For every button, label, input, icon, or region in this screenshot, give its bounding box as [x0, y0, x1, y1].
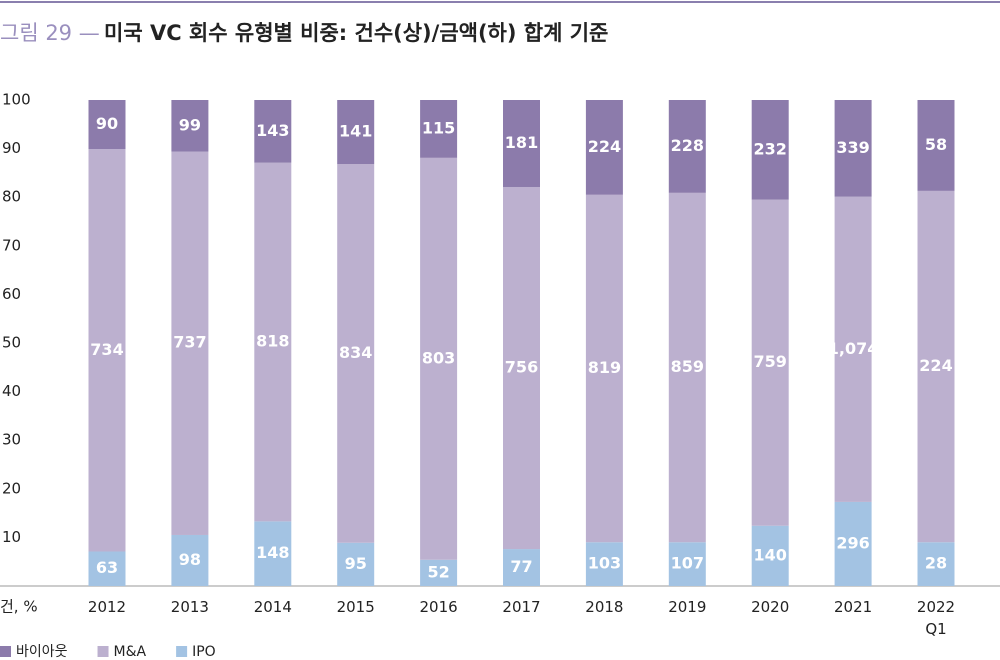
y-tick-label: 50 — [2, 334, 21, 352]
data-label: 1,074 — [828, 339, 879, 358]
legend: 바이아웃 M&A IPO — [0, 644, 216, 660]
data-label: 148 — [256, 543, 289, 562]
bar-segment — [254, 162, 292, 522]
bar-segment — [834, 501, 872, 586]
data-label: 98 — [179, 550, 201, 569]
data-label: 141 — [339, 122, 372, 141]
data-label: 77 — [510, 557, 532, 576]
bar-segment — [171, 100, 209, 152]
x-tick-label: 2014 — [253, 598, 292, 616]
legend-label: IPO — [192, 644, 216, 660]
data-label: 95 — [345, 554, 367, 573]
data-label: 181 — [505, 133, 538, 152]
data-label: 803 — [422, 348, 455, 367]
y-tick-label: 80 — [2, 188, 21, 206]
legend-swatch — [176, 646, 188, 657]
bar-segment — [668, 192, 706, 543]
data-label: 58 — [925, 135, 947, 154]
bar-segment — [420, 559, 458, 586]
bar-segment — [171, 534, 209, 586]
bar-segment — [834, 100, 872, 197]
figure-label: 그림 29 — — [0, 21, 100, 45]
bar-segment — [337, 164, 375, 543]
y-tick-label: 90 — [2, 139, 21, 157]
x-tick-label: 2015 — [336, 598, 375, 616]
bar-segment — [503, 549, 540, 586]
bar-segment — [751, 100, 789, 200]
data-label: 99 — [179, 115, 201, 134]
data-label: 296 — [836, 533, 869, 552]
y-axis-label: 건, % — [0, 598, 38, 616]
x-tick-label: 2013 — [170, 598, 209, 616]
data-label: 52 — [427, 562, 449, 581]
data-label: 63 — [96, 558, 118, 577]
bar-segment — [420, 157, 458, 560]
legend-label: 바이아웃 — [16, 644, 68, 660]
bar-segment — [254, 521, 292, 586]
y-tick-label: 20 — [2, 479, 21, 497]
data-label: 818 — [256, 332, 289, 351]
y-tick-label: 30 — [2, 431, 21, 449]
data-label: 115 — [422, 118, 455, 137]
bar-segment — [585, 542, 623, 586]
bar-segment — [751, 525, 789, 586]
data-label: 232 — [753, 139, 786, 158]
data-label: 834 — [339, 343, 372, 362]
bar-segment — [751, 199, 789, 526]
data-label: 228 — [671, 136, 704, 155]
data-label: 143 — [256, 121, 289, 140]
data-label: 107 — [671, 554, 704, 573]
bar-segment — [585, 100, 623, 195]
bar-segment — [254, 100, 292, 163]
y-tick-label: 40 — [2, 382, 21, 400]
bar-segment — [668, 542, 706, 586]
x-tick-label: 2016 — [419, 598, 458, 616]
legend-swatch — [97, 646, 109, 657]
bar-segment — [917, 100, 955, 191]
legend-swatch — [0, 646, 11, 657]
y-tick-label: 60 — [2, 285, 21, 303]
bar-segment — [337, 100, 375, 165]
data-label: 90 — [96, 114, 118, 133]
data-label: 737 — [173, 333, 206, 352]
chart-title: 미국 VC 회수 유형별 비중: 건수(상)/금액(하) 합계 기준 — [104, 21, 608, 45]
y-tick-label: 70 — [2, 236, 21, 254]
data-label: 819 — [588, 358, 621, 377]
data-label: 339 — [836, 138, 869, 157]
data-label: 140 — [753, 545, 786, 564]
bar-segment — [337, 542, 375, 586]
y-tick-label: 100 — [2, 91, 31, 109]
bar-segment — [917, 542, 955, 586]
x-tick-label: 2017 — [502, 598, 541, 616]
x-tick-label: 2018 — [585, 598, 624, 616]
bar-segment — [834, 196, 872, 502]
data-label: 734 — [90, 340, 123, 359]
data-label: 103 — [588, 554, 621, 573]
bar-segment — [88, 100, 126, 150]
x-tick-label: 2012 — [87, 598, 127, 616]
data-label: 759 — [753, 352, 786, 371]
x-tick-label: 2019 — [668, 598, 707, 616]
data-label: 756 — [505, 358, 538, 377]
data-label: 28 — [925, 554, 947, 573]
bar-segment — [420, 100, 458, 158]
y-tick-label: 10 — [2, 528, 21, 546]
data-label: 224 — [588, 137, 621, 156]
data-label: 859 — [671, 357, 704, 376]
bar-segment — [88, 551, 126, 586]
bar-segment — [668, 100, 706, 193]
bar-segment — [88, 149, 126, 552]
x-tick-label: 2021 — [834, 598, 873, 616]
bar-segment — [171, 151, 209, 535]
legend-label: M&A — [114, 644, 147, 660]
bar-segment — [503, 186, 540, 550]
data-label: 224 — [919, 356, 952, 375]
bar-segment — [917, 190, 955, 543]
x-tick-label: 2022 Q1 — [916, 598, 956, 638]
x-tick-label: 2020 — [751, 598, 790, 616]
bar-segment — [585, 194, 623, 543]
bar-segment — [503, 100, 540, 187]
